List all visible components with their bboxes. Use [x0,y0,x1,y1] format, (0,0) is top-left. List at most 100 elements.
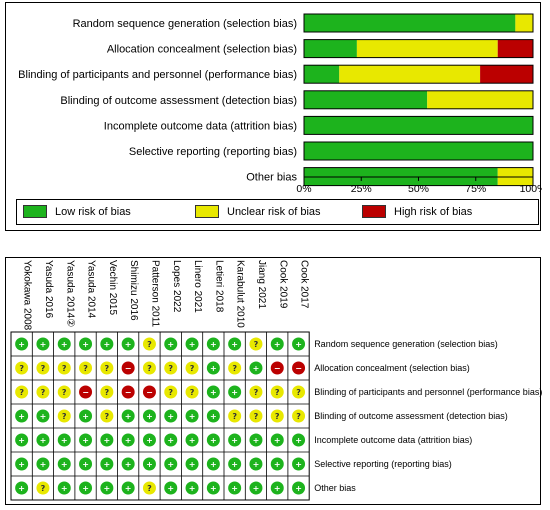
judgement-symbol: ? [254,340,259,349]
judgement-symbol: + [61,340,68,349]
judgement-symbol: + [82,460,89,469]
study-label: Linero 2021 [192,260,203,313]
judgement-symbol: ? [232,412,237,421]
judgement-symbol: + [146,436,153,445]
judgement-symbol: + [210,460,217,469]
study-label: Lopes 2022 [171,260,182,313]
summary-bar-chart: Random sequence generation (selection bi… [6,3,542,199]
judgement-symbol: + [253,436,260,445]
x-tick-label: 75% [465,183,486,195]
bar-segment-low [304,65,339,83]
detail-grid: Yokokawa 2008 Yasuda 2016 Yasuda 2014② Yasu… [6,258,542,506]
judgement-symbol: ? [105,412,110,421]
study-label: Yasuda 2014② [64,260,75,327]
study-label: Yasuda 2016 [43,260,54,319]
legend: Low risk of bias Unclear risk of bias Hi… [16,199,539,225]
judgement-symbol: + [253,460,260,469]
judgement-symbol: + [167,484,174,493]
judgement-symbol: ? [83,364,88,373]
judgement-symbol: + [82,340,89,349]
judgement-symbol: + [189,484,196,493]
judgement-symbol: + [231,340,238,349]
category-label: Incomplete outcome data (attrition bias) [104,120,297,132]
judgement-symbol: + [210,412,217,421]
study-label: Letieri 2018 [213,260,224,313]
study-label: Karabulut 2010 [235,260,246,328]
judgement-symbol: ? [41,484,46,493]
bar-segment-low [304,142,533,160]
category-label: Blinding of outcome assessment (detectio… [60,95,297,107]
x-tick-label: 100% [520,183,542,195]
legend-item-low: Low risk of bias [23,205,131,219]
judgement-symbol: + [40,340,47,349]
domain-label: Allocation concealment (selection bias) [314,363,470,373]
study-label: Jiang 2021 [256,260,267,309]
bar-segment-low [304,14,515,32]
judgement-symbol: + [189,340,196,349]
judgement-symbol: − [146,388,153,397]
study-label: Cook 2019 [277,260,288,309]
judgement-symbol: + [189,460,196,469]
judgement-symbol: ? [147,484,152,493]
domain-label: Other bias [314,483,356,493]
domain-label: Random sequence generation (selection bi… [314,339,498,349]
judgement-symbol: ? [19,388,24,397]
judgement-symbol: − [295,364,302,373]
study-label: Cook 2017 [299,260,310,309]
judgement-symbol: + [18,460,25,469]
judgement-symbol: + [295,436,302,445]
judgement-symbol: + [18,340,25,349]
judgement-symbol: + [210,364,217,373]
category-label: Allocation concealment (selection bias) [107,44,297,56]
judgement-symbol: + [61,460,68,469]
judgement-symbol: + [125,340,132,349]
judgement-symbol: + [18,436,25,445]
category-label: Random sequence generation (selection bi… [73,18,297,30]
judgement-symbol: ? [147,364,152,373]
judgement-symbol: + [210,484,217,493]
bar-segment-unclear [427,91,533,109]
judgement-symbol: + [40,436,47,445]
judgement-symbol: + [146,460,153,469]
judgement-symbol: + [167,412,174,421]
judgement-symbol: + [231,484,238,493]
judgement-symbol: + [103,436,110,445]
domain-label: Incomplete outcome data (attrition bias) [314,435,472,445]
legend-item-high: High risk of bias [362,205,472,219]
judgement-symbol: ? [296,388,301,397]
judgement-symbol: + [61,484,68,493]
judgement-symbol: ? [168,388,173,397]
judgement-symbol: + [231,460,238,469]
x-tick-label: 25% [351,183,372,195]
bar-segment-low [304,40,357,58]
x-tick-label: 0% [296,183,311,195]
legend-swatch-high [362,205,386,218]
judgement-symbol: + [167,340,174,349]
judgement-symbol: + [167,436,174,445]
category-label: Selective reporting (reporting bias) [129,146,297,158]
legend-swatch-unclear [195,205,219,218]
judgement-symbol: + [295,460,302,469]
study-label: Shimizu 2016 [128,260,139,321]
judgement-symbol: + [103,460,110,469]
judgement-symbol: ? [275,412,280,421]
bar-segment-unclear [339,65,480,83]
bar-segment-high [480,65,533,83]
judgement-symbol: ? [232,364,237,373]
judgement-symbol: ? [147,340,152,349]
judgement-symbol: ? [190,364,195,373]
judgement-symbol: + [295,484,302,493]
judgement-symbol: + [253,364,260,373]
bar-segment-low [304,116,533,134]
judgement-symbol: ? [105,364,110,373]
judgement-symbol: − [274,364,281,373]
judgement-symbol: ? [105,388,110,397]
legend-label-low: Low risk of bias [55,206,131,218]
judgement-symbol: ? [275,388,280,397]
judgement-symbol: ? [254,412,259,421]
x-tick-label: 50% [408,183,429,195]
judgement-symbol: + [210,436,217,445]
judgement-symbol: + [103,340,110,349]
judgement-symbol: ? [19,364,24,373]
judgement-symbol: − [82,388,89,397]
